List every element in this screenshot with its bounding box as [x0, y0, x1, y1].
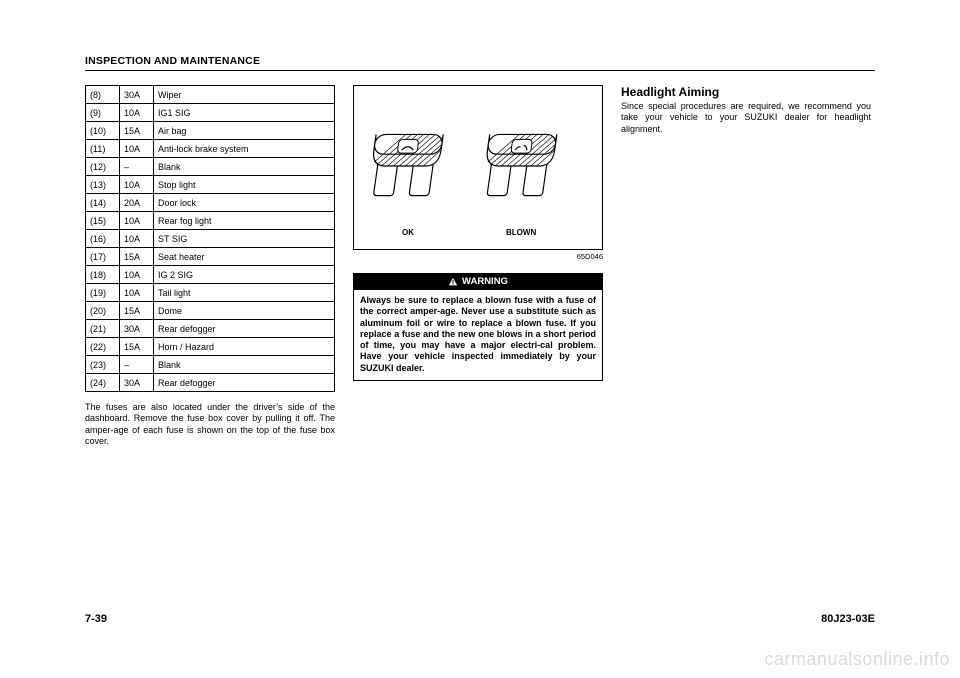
fuse-label: Wiper — [154, 86, 335, 104]
fuse-label: Stop light — [154, 176, 335, 194]
column-3: Headlight Aiming Since special procedure… — [621, 85, 871, 447]
column-2: OK BLOWN 65D046 WARNING Always be sure t… — [353, 85, 603, 447]
fuse-figure-svg — [354, 86, 602, 249]
table-row: (13)10AStop light — [86, 176, 335, 194]
fuse-label: Rear fog light — [154, 212, 335, 230]
table-row: (9)10AIG1 SIG — [86, 104, 335, 122]
figure-code: 65D046 — [353, 252, 603, 261]
warning-head: WARNING — [354, 274, 602, 290]
fuse-label: Door lock — [154, 194, 335, 212]
fuse-amp: – — [120, 356, 154, 374]
watermark: carmanualsonline.info — [764, 649, 950, 670]
table-row: (14)20ADoor lock — [86, 194, 335, 212]
fuse-number: (19) — [86, 284, 120, 302]
fuse-number: (8) — [86, 86, 120, 104]
fuse-number: (21) — [86, 320, 120, 338]
header-title: INSPECTION AND MAINTENANCE — [85, 55, 875, 67]
page-number: 7-39 — [85, 613, 107, 625]
fuse-amp: 20A — [120, 194, 154, 212]
column-1: (8)30AWiper(9)10AIG1 SIG(10)15AAir bag(1… — [85, 85, 335, 447]
warning-body: Always be sure to replace a blown fuse w… — [354, 290, 602, 380]
table-row: (22)15AHorn / Hazard — [86, 338, 335, 356]
fuse-amp: 30A — [120, 320, 154, 338]
table-row: (24)30ARear defogger — [86, 374, 335, 392]
fuse-amp: 10A — [120, 284, 154, 302]
fuse-label: Blank — [154, 158, 335, 176]
table-row: (19)10ATail light — [86, 284, 335, 302]
fuse-label: IG1 SIG — [154, 104, 335, 122]
figure-ok-label: OK — [402, 228, 414, 237]
table-row: (16)10AST SIG — [86, 230, 335, 248]
table-row: (18)10AIG 2 SIG — [86, 266, 335, 284]
fuse-amp: 10A — [120, 230, 154, 248]
warning-box: WARNING Always be sure to replace a blow… — [353, 273, 603, 381]
fuse-label: Rear defogger — [154, 374, 335, 392]
fuse-number: (23) — [86, 356, 120, 374]
fuse-number: (15) — [86, 212, 120, 230]
warning-head-text: WARNING — [462, 276, 508, 287]
figure-blown-label: BLOWN — [506, 228, 536, 237]
fuse-amp: 10A — [120, 266, 154, 284]
table-row: (10)15AAir bag — [86, 122, 335, 140]
fuse-number: (13) — [86, 176, 120, 194]
fuse-number: (17) — [86, 248, 120, 266]
fuse-amp: 10A — [120, 212, 154, 230]
fuse-figure: OK BLOWN — [353, 85, 603, 250]
fuse-amp: 30A — [120, 374, 154, 392]
fuse-label: Air bag — [154, 122, 335, 140]
warning-icon — [448, 277, 458, 287]
fuse-amp: – — [120, 158, 154, 176]
fuse-amp: 15A — [120, 338, 154, 356]
columns: (8)30AWiper(9)10AIG1 SIG(10)15AAir bag(1… — [85, 85, 875, 447]
fuse-amp: 15A — [120, 248, 154, 266]
table-row: (20)15ADome — [86, 302, 335, 320]
fuse-amp: 10A — [120, 176, 154, 194]
fuse-number: (12) — [86, 158, 120, 176]
table-row: (21)30ARear defogger — [86, 320, 335, 338]
fuse-label: Tail light — [154, 284, 335, 302]
fuse-amp: 30A — [120, 86, 154, 104]
fuse-number: (22) — [86, 338, 120, 356]
fuse-amp: 15A — [120, 302, 154, 320]
fuse-amp: 15A — [120, 122, 154, 140]
table-row: (23)–Blank — [86, 356, 335, 374]
fuse-label: IG 2 SIG — [154, 266, 335, 284]
fuse-number: (11) — [86, 140, 120, 158]
fuse-label: Dome — [154, 302, 335, 320]
fuse-label: Horn / Hazard — [154, 338, 335, 356]
header-bar: INSPECTION AND MAINTENANCE — [85, 55, 875, 71]
fuse-amp: 10A — [120, 140, 154, 158]
fuse-amp: 10A — [120, 104, 154, 122]
fuse-label: Anti-lock brake system — [154, 140, 335, 158]
fuse-paragraph: The fuses are also located under the dri… — [85, 402, 335, 447]
page-content: INSPECTION AND MAINTENANCE (8)30AWiper(9… — [85, 55, 875, 625]
section-title: Headlight Aiming — [621, 85, 871, 99]
fuse-number: (14) — [86, 194, 120, 212]
section-body: Since special procedures are required, w… — [621, 101, 871, 135]
fuse-label: Seat heater — [154, 248, 335, 266]
table-row: (15)10ARear fog light — [86, 212, 335, 230]
table-row: (11)10AAnti-lock brake system — [86, 140, 335, 158]
fuse-number: (9) — [86, 104, 120, 122]
fuse-label: Blank — [154, 356, 335, 374]
fuse-number: (24) — [86, 374, 120, 392]
fuse-number: (16) — [86, 230, 120, 248]
table-row: (17)15ASeat heater — [86, 248, 335, 266]
table-row: (8)30AWiper — [86, 86, 335, 104]
fuse-number: (10) — [86, 122, 120, 140]
fuse-number: (18) — [86, 266, 120, 284]
doc-code: 80J23-03E — [821, 613, 875, 625]
fuse-label: ST SIG — [154, 230, 335, 248]
fuse-number: (20) — [86, 302, 120, 320]
table-row: (12)–Blank — [86, 158, 335, 176]
fuse-label: Rear defogger — [154, 320, 335, 338]
fuse-table: (8)30AWiper(9)10AIG1 SIG(10)15AAir bag(1… — [85, 85, 335, 392]
